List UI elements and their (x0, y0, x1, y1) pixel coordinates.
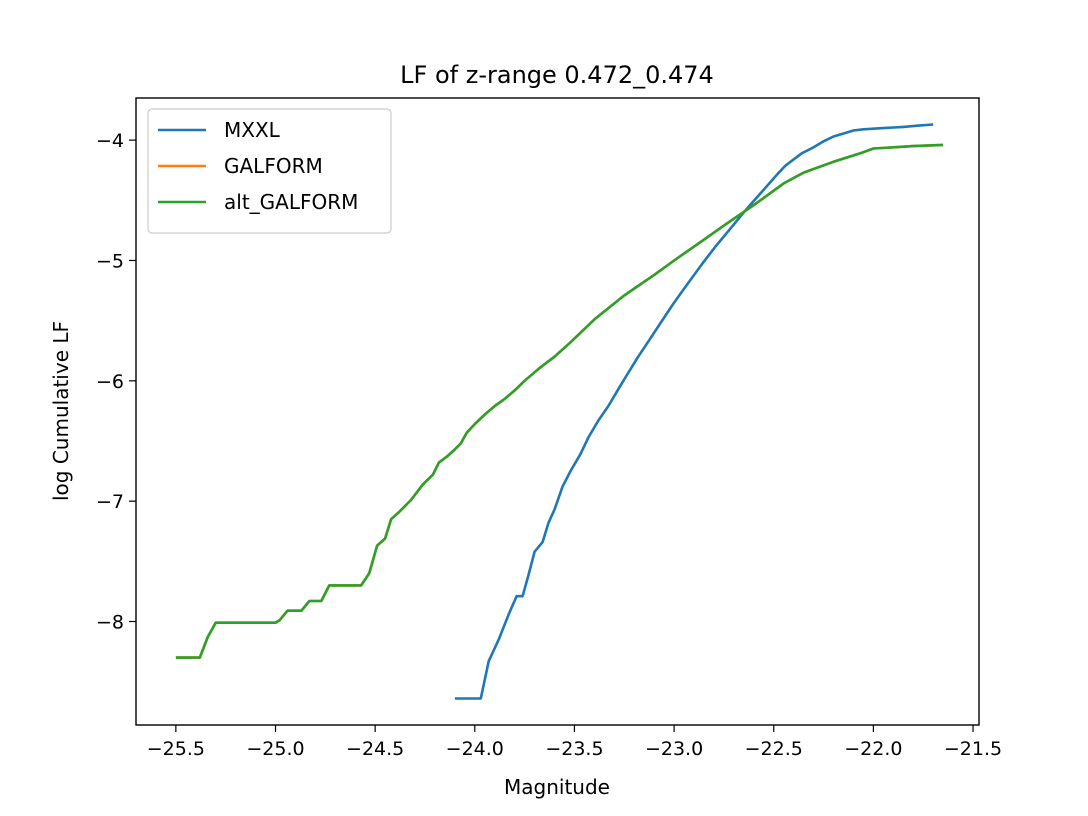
chart-title: LF of z-range 0.472_0.474 (400, 61, 714, 89)
x-tick-label: −24.0 (446, 738, 504, 760)
y-tick-label: −5 (96, 250, 124, 272)
x-tick-label: −25.5 (147, 738, 205, 760)
plot-frame (135, 97, 980, 726)
x-tick-label: −22.0 (844, 738, 902, 760)
y-tick-label: −7 (96, 491, 124, 513)
legend: MXXL GALFORM alt_GALFORM (147, 108, 392, 234)
y-tick-label: −6 (96, 371, 124, 393)
x-tick-label: −22.5 (745, 738, 803, 760)
legend-box (147, 108, 392, 234)
x-tick-label: −21.5 (944, 738, 1002, 760)
legend-label: MXXL (224, 118, 281, 142)
x-tick-label: −23.5 (545, 738, 603, 760)
y-axis-label: log Cumulative LF (49, 321, 73, 501)
legend-label: alt_GALFORM (224, 190, 358, 214)
y-tick-label: −8 (96, 612, 124, 634)
series-line-mxxl (454, 123, 934, 700)
plot-area: −25.5 −25.0 −24.5 −24.0 −23.5 −23.0 −22.5 −22.0… (96, 97, 1002, 760)
legend-label: GALFORM (224, 154, 323, 178)
x-axis-label: Magnitude (504, 775, 610, 799)
x-tick-label: −25.0 (246, 738, 304, 760)
x-tick-label: −23.0 (645, 738, 703, 760)
x-tick-label: −24.5 (346, 738, 404, 760)
y-tick-label: −4 (96, 130, 124, 152)
series-line-alt-galform (175, 143, 944, 659)
